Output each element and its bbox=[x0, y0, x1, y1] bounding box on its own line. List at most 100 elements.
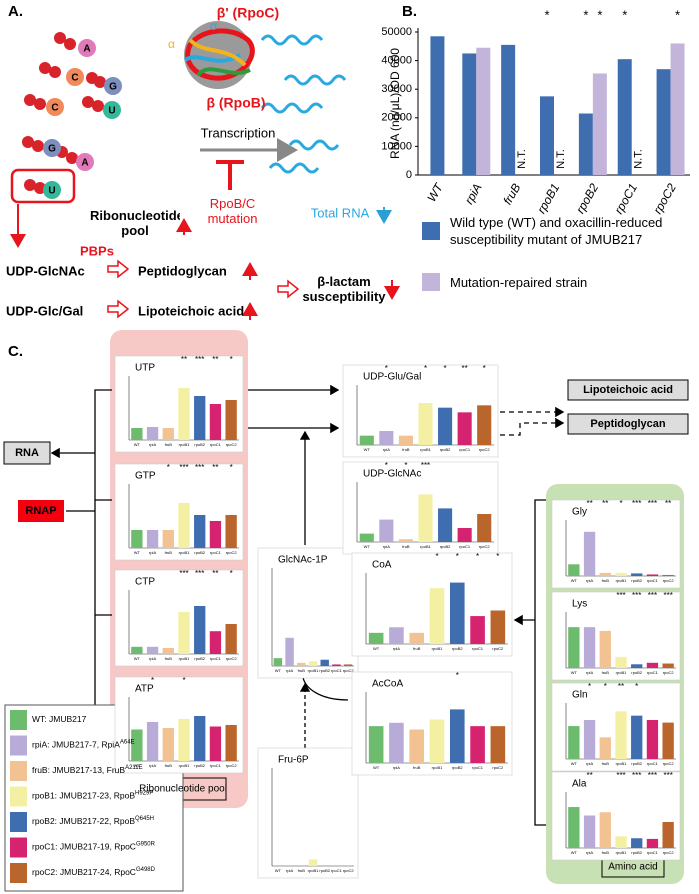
nucleotide bbox=[78, 39, 96, 57]
lta-box bbox=[567, 379, 689, 401]
y-tick-label: 20000 bbox=[381, 112, 412, 124]
rnap-label: β (RpoB) bbox=[206, 95, 265, 111]
significance: *** bbox=[663, 771, 672, 780]
bar bbox=[646, 720, 659, 759]
chart-title: Ala bbox=[572, 779, 587, 790]
chart-title: CTP bbox=[135, 577, 155, 588]
x-tick-label: rpoC1 bbox=[612, 181, 640, 216]
significance: *** bbox=[179, 463, 188, 472]
x-tick-label: rpoC1 bbox=[210, 442, 222, 447]
significance: *** bbox=[632, 499, 641, 508]
x-tick-label: rpoC1 bbox=[459, 544, 471, 549]
significance: * bbox=[604, 682, 607, 691]
nucleotide bbox=[103, 101, 121, 119]
significance: * bbox=[588, 682, 591, 691]
x-tick-label: rpoC1 bbox=[210, 550, 222, 555]
bar bbox=[146, 722, 159, 761]
legend-swatch bbox=[422, 222, 440, 240]
legend-swatch bbox=[10, 786, 27, 807]
significance: *** bbox=[648, 771, 657, 780]
x-tick-label: rpoC2 bbox=[650, 181, 679, 217]
nucleotide bbox=[43, 181, 61, 199]
x-tick-label: rpoC2 bbox=[226, 656, 238, 661]
significance: *** bbox=[616, 591, 625, 600]
bar bbox=[599, 572, 611, 576]
x-tick-label: rpoC1 bbox=[647, 761, 659, 766]
x-tick-label: rpoB2 bbox=[631, 761, 642, 766]
y-tick-label: 0 bbox=[406, 169, 412, 181]
bar bbox=[615, 656, 627, 668]
bar bbox=[662, 822, 674, 848]
significance: * bbox=[444, 364, 447, 373]
chart-title: Lys bbox=[572, 599, 587, 610]
node-label: RNAP bbox=[25, 505, 56, 517]
x-tick-label: WT bbox=[571, 670, 578, 675]
significance: * bbox=[456, 671, 459, 680]
x-tick-label: rpoC2 bbox=[663, 578, 675, 583]
bar bbox=[194, 396, 206, 440]
bar bbox=[209, 404, 222, 440]
bar bbox=[368, 726, 384, 763]
significance: *** bbox=[648, 499, 657, 508]
chart-panel bbox=[257, 747, 359, 879]
mutation-label: RpoB/C mutation bbox=[208, 196, 258, 226]
bar bbox=[389, 627, 404, 644]
x-tick-label: fruB bbox=[602, 761, 610, 766]
nucleotide-letter: G bbox=[109, 82, 117, 93]
metabolite-label: UDP-GlcNAc bbox=[6, 263, 85, 278]
significance: *** bbox=[179, 569, 188, 578]
legend-swatch bbox=[422, 273, 440, 291]
nucleotide bbox=[46, 98, 64, 116]
bar bbox=[662, 722, 674, 759]
legend-swatch bbox=[10, 863, 27, 883]
bar bbox=[429, 588, 445, 644]
node-label: Lipoteichoic acid bbox=[583, 384, 673, 396]
legend-swatch bbox=[10, 735, 27, 756]
x-tick-label: rpoB2 bbox=[194, 442, 205, 447]
x-tick-label: WT bbox=[275, 668, 282, 673]
x-tick-label: rpoC1 bbox=[472, 646, 484, 651]
nucleotide-letter: G bbox=[48, 144, 56, 155]
legend-superscript: G950R bbox=[136, 841, 156, 847]
bar bbox=[343, 664, 353, 666]
bar bbox=[662, 574, 674, 576]
bar bbox=[308, 661, 318, 666]
x-tick-label: rpoB2 bbox=[631, 578, 642, 583]
x-tick-label: rpoC1 bbox=[331, 668, 343, 673]
x-tick-label: rpoC2 bbox=[479, 447, 491, 452]
nucleotide bbox=[104, 77, 122, 95]
x-tick-label: rpoC2 bbox=[663, 850, 675, 855]
y-tick-label: 30000 bbox=[381, 83, 412, 95]
significance: * bbox=[622, 7, 627, 22]
red-arrows bbox=[242, 262, 400, 320]
bar bbox=[438, 508, 453, 542]
bar bbox=[225, 624, 237, 654]
bar bbox=[599, 630, 611, 668]
legend-swatch bbox=[10, 837, 27, 858]
pg-box bbox=[567, 413, 689, 435]
bar bbox=[178, 388, 190, 440]
bar bbox=[194, 515, 206, 548]
y-tick-label: 40000 bbox=[381, 55, 412, 67]
x-tick-label: rpiA bbox=[586, 578, 593, 583]
x-tick-label: fruB bbox=[298, 868, 306, 873]
legend-swatch bbox=[10, 812, 27, 832]
x-tick-label: rpoC1 bbox=[210, 656, 222, 661]
x-tick-label: rpiA bbox=[586, 850, 593, 855]
y-axis-title: RNA (ng/μL)/OD 600 bbox=[388, 48, 402, 159]
chart-title: Fru-6P bbox=[278, 755, 309, 766]
nucleotide-letter: C bbox=[51, 103, 58, 114]
bar bbox=[568, 807, 580, 848]
x-tick-label: fruB bbox=[402, 447, 410, 452]
x-tick-label: rpoB2 bbox=[573, 181, 601, 216]
x-tick-label: WT bbox=[364, 544, 371, 549]
y-tick-label: 10000 bbox=[381, 140, 412, 152]
x-tick-label: rpoB2 bbox=[194, 763, 205, 768]
legend-label: rpoB1: JMUB217-23, RpoBH929P bbox=[32, 790, 153, 801]
x-tick-label: rpoB1 bbox=[616, 761, 627, 766]
chart-title: UTP bbox=[135, 363, 155, 374]
bar bbox=[462, 53, 477, 176]
x-tick-label: rpiA bbox=[393, 765, 400, 770]
significance: *** bbox=[663, 591, 672, 600]
